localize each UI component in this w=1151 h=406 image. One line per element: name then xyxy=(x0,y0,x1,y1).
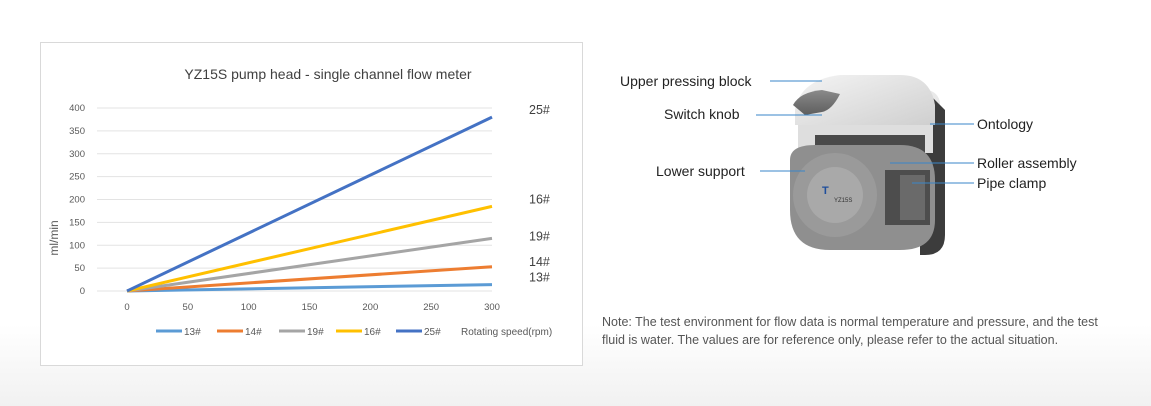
model-badge: YZ15S xyxy=(834,198,852,204)
y-tick-label: 250 xyxy=(69,172,85,183)
x-tick-labels: 0 50 100 150 200 250 300 xyxy=(124,302,500,313)
grid xyxy=(97,107,492,292)
legend-label-13: 13# xyxy=(184,327,201,338)
end-label-25: 25# xyxy=(529,103,550,117)
y-tick-label: 350 xyxy=(69,126,85,137)
series-line-13 xyxy=(126,283,493,293)
legend: 13# 14# 19# 16# 25# xyxy=(156,327,441,338)
series-line-16 xyxy=(126,204,493,293)
chart-title: YZ15S pump head - single channel flow me… xyxy=(184,66,471,82)
callout-ontology: Ontology xyxy=(977,116,1033,132)
y-tick-label: 100 xyxy=(69,240,85,251)
end-label-16: 16# xyxy=(529,192,550,206)
end-label-19: 19# xyxy=(529,229,550,243)
pump-head-illustration: T YZ15S Upper pressing block Switch knob… xyxy=(620,73,1077,255)
y-tick-labels: 0 50 100 150 200 250 300 350 400 xyxy=(69,103,85,297)
y-tick-label: 150 xyxy=(69,217,85,228)
x-tick-label: 0 xyxy=(124,302,129,313)
series-line-14 xyxy=(126,265,493,293)
legend-label-16: 16# xyxy=(364,327,381,338)
note-text: Note: The test environment for flow data… xyxy=(602,315,1098,347)
callout-pipe-clamp: Pipe clamp xyxy=(977,175,1046,191)
series-line-25 xyxy=(126,115,493,293)
x-axis-label: Rotating speed(rpm) xyxy=(461,327,552,338)
svg-text:T: T xyxy=(822,185,829,197)
y-tick-label: 200 xyxy=(69,195,85,206)
callout-lower-support: Lower support xyxy=(656,163,745,179)
x-tick-label: 100 xyxy=(241,302,257,313)
x-tick-label: 200 xyxy=(362,302,378,313)
legend-label-14: 14# xyxy=(245,327,262,338)
end-labels: 25# 16# 19# 14# 13# xyxy=(529,103,550,284)
y-tick-label: 400 xyxy=(69,103,85,114)
y-tick-label: 300 xyxy=(69,149,85,160)
y-tick-label: 0 xyxy=(80,286,85,297)
x-tick-label: 250 xyxy=(423,302,439,313)
series-line-19 xyxy=(126,236,493,293)
callout-roller-assembly: Roller assembly xyxy=(977,155,1077,171)
pump-head: T YZ15S xyxy=(790,75,945,255)
x-tick-label: 50 xyxy=(183,302,194,313)
legend-label-25: 25# xyxy=(424,327,441,338)
series-lines xyxy=(126,115,493,293)
callout-switch-knob: Switch knob xyxy=(664,106,740,122)
callout-upper-pressing-block: Upper pressing block xyxy=(620,73,753,89)
end-label-13: 13# xyxy=(529,271,550,285)
flow-chart: YZ15S pump head - single channel flow me… xyxy=(47,66,552,338)
end-label-14: 14# xyxy=(529,255,550,269)
x-tick-label: 300 xyxy=(484,302,500,313)
x-tick-label: 150 xyxy=(302,302,318,313)
y-axis-label: ml/min xyxy=(47,220,61,255)
legend-label-19: 19# xyxy=(307,327,324,338)
chart-panel: YZ15S pump head - single channel flow me… xyxy=(40,42,583,366)
y-tick-label: 50 xyxy=(74,263,85,274)
